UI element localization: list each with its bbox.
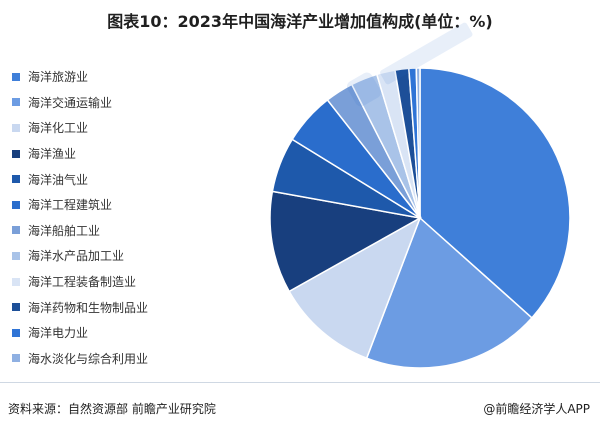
brand-credit: @前瞻经济学人APP [483,402,590,416]
pie-slice [419,67,571,319]
legend-label: 海洋药物和生物制品业 [28,300,149,315]
legend-swatch [12,72,20,81]
legend-item: 海洋渔业 [12,141,222,167]
pie-chart [269,67,571,369]
legend-label: 海洋船舶工业 [28,223,101,238]
legend-swatch [12,98,20,107]
legend-label: 海水淡化与综合利用业 [28,351,149,366]
legend-item: 海洋油气业 [12,166,222,192]
legend-swatch [12,175,20,184]
legend-swatch [12,354,20,363]
legend-item: 海洋药物和生物制品业 [12,294,222,320]
legend-swatch [12,328,20,337]
legend-label: 海洋电力业 [28,326,89,341]
legend-item: 海洋工程装备制造业 [12,269,222,295]
legend-swatch [12,277,20,286]
legend-swatch [12,226,20,235]
legend-swatch [12,251,20,260]
legend-item: 海洋电力业 [12,320,222,346]
legend-label: 海洋渔业 [28,147,77,162]
chart-title: 图表10：2023年中国海洋产业增加值构成(单位：%) [107,12,493,31]
legend-label: 海洋化工业 [28,121,89,136]
legend-label: 海洋工程装备制造业 [28,275,137,290]
legend-item: 海洋水产品加工业 [12,243,222,269]
source-note: 资料来源：自然资源部 前瞻产业研究院 [8,402,216,416]
pie-slice [415,67,421,219]
legend-item: 海洋旅游业 [12,64,222,90]
legend-swatch [12,149,20,158]
legend-item: 海洋船舶工业 [12,218,222,244]
legend-label: 海洋旅游业 [28,70,89,85]
legend-item: 海洋化工业 [12,115,222,141]
legend-label: 海洋水产品加工业 [28,249,125,264]
legend-label: 海洋工程建筑业 [28,198,113,213]
legend-label: 海洋油气业 [28,172,89,187]
legend-swatch [12,123,20,132]
legend-item: 海洋工程建筑业 [12,192,222,218]
pie-slice [365,216,533,369]
pie-slice [269,190,423,293]
footer-divider [0,382,600,383]
legend-swatch [12,200,20,209]
pie-slice [288,216,422,360]
watermark-logo [346,22,473,107]
legend-item: 海洋交通运输业 [12,90,222,116]
legend-swatch [12,303,20,312]
legend: 海洋旅游业 海洋交通运输业 海洋化工业 海洋渔业 海洋油气业 海洋工程建筑业 海洋船舶工业海… [12,64,222,371]
legend-label: 海洋交通运输业 [28,95,113,110]
legend-item: 海水淡化与综合利用业 [12,346,222,372]
